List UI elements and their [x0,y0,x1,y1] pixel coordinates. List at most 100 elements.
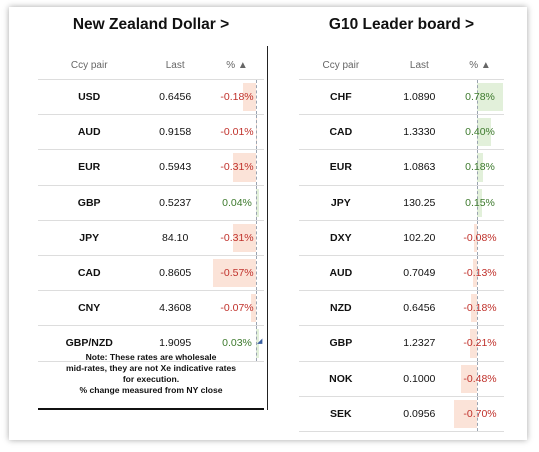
ccy-pair-cell: CHF [299,79,383,116]
zero-baseline [256,220,258,255]
ccy-pair-cell: JPY [38,220,141,256]
pct-change-cell: 0.78% [456,79,504,116]
g10-panel-title[interactable]: G10 Leader board > [328,16,475,33]
ccy-pair-cell: NOK [299,361,383,397]
table-row[interactable]: AUD 0.9158 -0.01% [38,114,264,151]
resize-corner-icon: ◢ [257,338,263,345]
col-header-pair[interactable]: Ccy pair [299,51,383,80]
g10-rates-table: Ccy pair Last % ▲ CHF 1.0890 0.78% CAD 1.333… [299,51,504,432]
pct-change-value: -0.07% [220,302,254,315]
zero-baseline [256,291,258,326]
note-line: Note: These rates are wholesale [85,352,217,362]
last-rate-cell: 0.6456 [140,79,210,116]
ccy-pair-cell: CAD [38,255,141,292]
last-rate-cell: 0.7049 [382,255,456,292]
pct-change-value: 0.04% [222,196,252,209]
pct-change-value: -0.13% [463,267,497,280]
nzd-panel-title[interactable]: New Zealand Dollar > [72,16,230,33]
pct-change-bar [255,118,257,147]
zero-baseline [256,255,258,291]
pct-change-value: -0.08% [463,231,497,244]
pct-change-cell: 0.40% [456,114,504,151]
zero-baseline [477,326,479,361]
zero-baseline [477,150,479,185]
table-row[interactable]: NZD 0.6456 -0.18% [299,290,504,327]
pct-change-cell: -0.01% [210,114,264,151]
zero-baseline [256,326,258,361]
col-header-pair[interactable]: Ccy pair [38,51,141,80]
col-header-last[interactable]: Last [382,51,456,80]
pct-change-bar [470,329,478,358]
last-rate-cell: 130.25 [382,185,456,221]
pct-change-value: 0.40% [465,126,495,139]
ccy-pair-cell: DXY [299,220,383,256]
pct-change-value: -0.57% [220,267,254,280]
last-rate-cell: 0.9158 [140,114,210,151]
last-rate-cell: 84.10 [140,220,210,256]
table-row[interactable]: EUR 1.0863 0.18% [299,149,504,186]
pct-change-cell: -0.18% [210,79,264,116]
ccy-pair-cell: EUR [38,149,141,186]
table-row[interactable]: GBP 0.5237 0.04% [38,185,264,221]
table-row[interactable]: AUD 0.7049 -0.13% [299,255,504,292]
last-rate-cell: 0.8605 [140,255,210,292]
col-header-pct[interactable]: % ▲ [456,51,504,80]
pct-change-cell: -0.21% [456,325,504,362]
pct-change-cell: 0.03% [210,325,264,362]
zero-baseline [477,185,479,220]
pct-change-cell: 0.04% [210,185,264,221]
pct-change-bar [477,188,483,217]
table-row[interactable]: CAD 0.8605 -0.57% [38,255,264,292]
zero-baseline [477,220,479,255]
pct-change-cell: 0.18% [456,149,504,186]
table-row[interactable]: USD 0.6456 -0.18% [38,79,264,116]
table-row[interactable]: DXY 102.20 -0.08% [299,220,504,256]
pct-change-value: -0.70% [463,407,497,420]
pct-change-cell: -0.31% [210,220,264,256]
note-line: for execution. [122,374,180,384]
rates-card: New Zealand Dollar > Ccy pair Last % ▲ U… [9,7,527,440]
pct-change-bar [477,118,491,147]
zero-baseline [477,396,479,431]
pct-change-bar [461,364,478,393]
table-row[interactable]: SEK 0.0956 -0.70% [299,396,504,432]
col-header-pct[interactable]: % ▲ [210,51,264,80]
col-header-last[interactable]: Last [140,51,210,80]
pct-change-cell: -0.18% [456,290,504,327]
pct-change-cell: -0.57% [210,255,264,292]
table-row[interactable]: CAD 1.3330 0.40% [299,114,504,151]
table-row[interactable]: JPY 84.10 -0.31% [38,220,264,256]
pct-change-bar [477,83,504,112]
table-row[interactable]: GBP/NZD 1.9095 0.03% [38,325,264,362]
pct-change-value: 0.78% [465,91,495,104]
pct-change-cell: 0.15% [456,185,504,221]
table-row[interactable]: EUR 0.5943 -0.31% [38,149,264,186]
pct-change-bar [242,83,257,112]
table-row[interactable]: GBP 1.2327 -0.21% [299,325,504,362]
pct-change-cell: -0.48% [456,361,504,397]
last-rate-cell: 0.0956 [382,396,456,432]
pct-change-bar [472,258,478,288]
ccy-pair-cell: AUD [38,114,141,151]
last-rate-cell: 0.5943 [140,149,210,186]
last-rate-cell: 4.3608 [140,290,210,327]
pct-change-value: -0.31% [220,161,254,174]
ccy-pair-cell: EUR [299,149,383,186]
pct-change-bar [256,188,260,217]
ccy-pair-cell: USD [38,79,141,116]
table-header-row: Ccy pair Last % ▲ [299,51,504,80]
last-rate-cell: 1.9095 [140,325,210,362]
pct-change-value: -0.48% [463,372,497,385]
table-row[interactable]: CHF 1.0890 0.78% [299,79,504,116]
last-rate-cell: 0.6456 [382,290,456,327]
pct-change-value: 0.18% [465,161,495,174]
zero-baseline [256,115,258,150]
pct-change-bar [256,329,259,358]
pct-change-value: -0.01% [220,126,254,139]
pct-change-bar [474,223,478,252]
table-row[interactable]: CNY 4.3608 -0.07% [38,290,264,327]
zero-baseline [477,361,479,396]
nzd-rates-body: USD 0.6456 -0.18% AUD 0.9158 -0.01% EUR 0.5943-… [38,79,264,362]
table-row[interactable]: JPY 130.25 0.15% [299,185,504,221]
table-row[interactable]: NOK 0.1000 -0.48% [299,361,504,397]
